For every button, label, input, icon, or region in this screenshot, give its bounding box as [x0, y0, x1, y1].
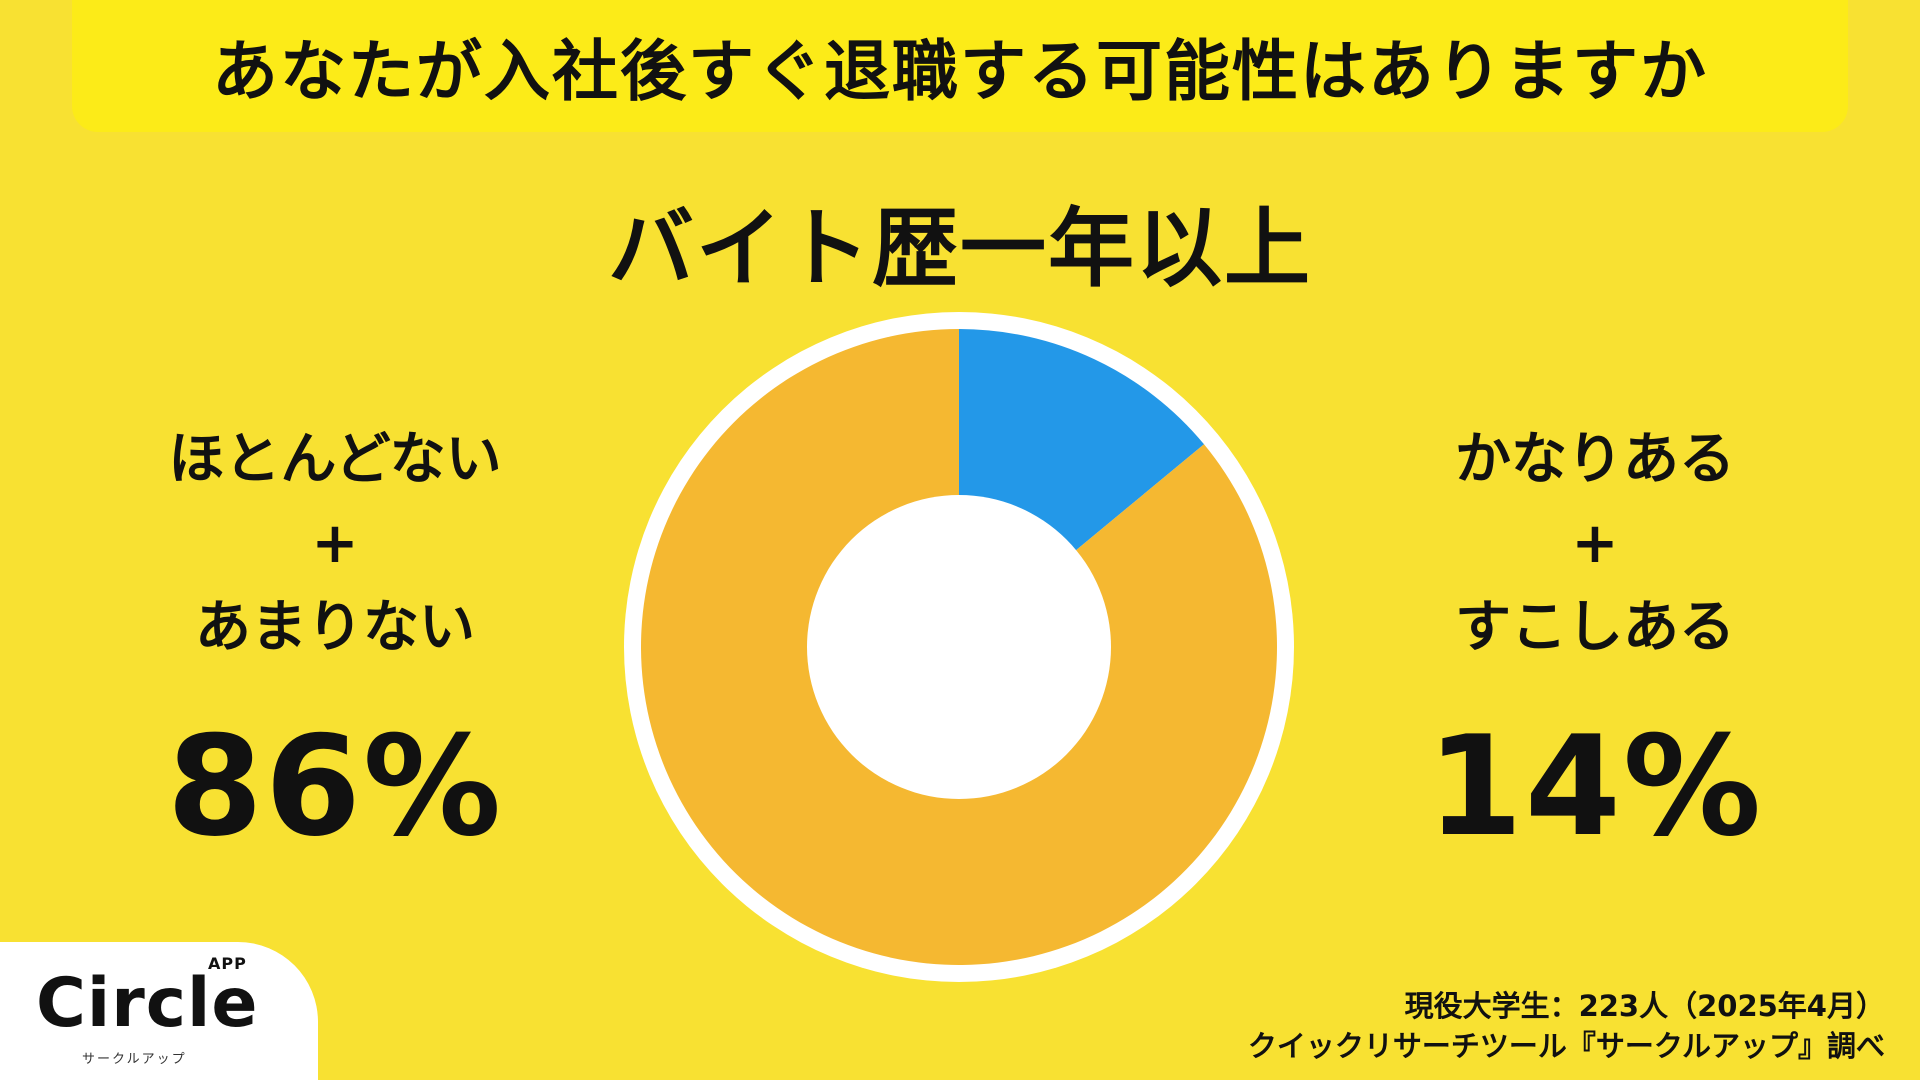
logo-panel: Circle APP サークルアップ — [0, 942, 318, 1080]
right-plus-sign: + — [1571, 511, 1619, 576]
source-line-2: クイックリサーチツール『サークルアップ』調べ — [1247, 1029, 1885, 1063]
left-label-line2: あまりない — [195, 595, 475, 660]
chart-subtitle: バイト歴一年以上 — [608, 199, 1312, 299]
logo-wordmark: Circle — [36, 964, 259, 1043]
page-title: あなたが入社後すぐ退職する可能性はありますか — [212, 33, 1708, 110]
right-label-line2: すこしある — [1455, 595, 1735, 660]
right-label-line1: かなりある — [1455, 427, 1735, 492]
right-percentage: 14% — [1426, 706, 1764, 867]
donut-chart-svg — [624, 312, 1294, 982]
left-percentage: 86% — [166, 706, 504, 867]
source-note: 現役大学生：223人（2025年4月） クイックリサーチツール『サークルアップ』… — [1248, 986, 1885, 1066]
donut-center-hole — [807, 495, 1111, 799]
left-result-group: ほとんどない + あまりない 86% — [75, 418, 595, 862]
title-banner: あなたが入社後すぐ退職する可能性はありますか — [72, 0, 1848, 132]
logo-app-badge: APP — [208, 954, 247, 973]
donut-chart — [624, 312, 1294, 982]
left-label-line1: ほとんどない — [168, 427, 502, 492]
right-result-group: かなりある + すこしある 14% — [1335, 418, 1855, 862]
logo-tagline: サークルアップ — [82, 1052, 187, 1067]
source-line-1: 現役大学生：223人（2025年4月） — [1404, 989, 1885, 1023]
left-plus-sign: + — [311, 511, 359, 576]
